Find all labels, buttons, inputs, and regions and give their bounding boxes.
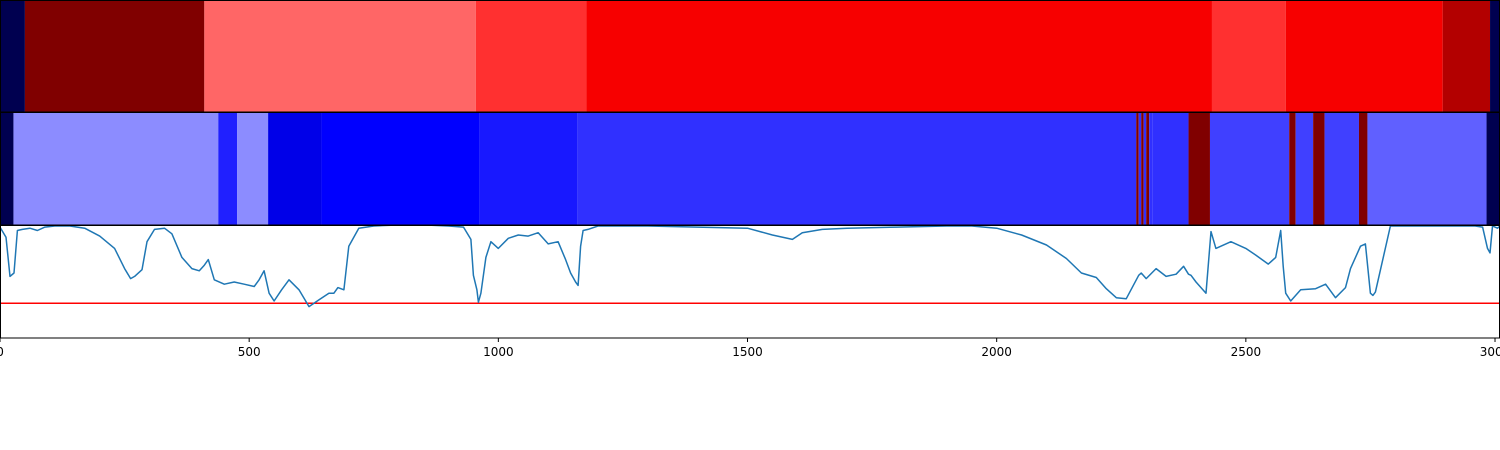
heatmap-cell: [1324, 113, 1359, 225]
line-plot: [0, 225, 1500, 339]
heatmap-cell: [268, 113, 322, 225]
heatmap-cell: [1486, 113, 1500, 225]
plot-background: [0, 226, 1500, 338]
x-tick-label: 2500: [1231, 345, 1262, 359]
x-tick-label: 1500: [732, 345, 763, 359]
x-tick-label: 0: [0, 345, 4, 359]
heatmap-cell: [0, 1, 25, 112]
x-tick-label: 3000: [1480, 345, 1500, 359]
heatmap-cell: [479, 113, 578, 225]
heatmap-cell: [218, 113, 238, 225]
heatmap-cell: [1367, 113, 1487, 225]
heatmap-cell: [577, 113, 1137, 225]
heatmap-cell: [1141, 113, 1144, 225]
heatmap-cell: [1138, 113, 1142, 225]
x-axis: 0 500 1000 1500 2000 2500 3000: [0, 338, 1500, 359]
heatmap-cell: [1188, 113, 1210, 225]
heatmap-cell: [24, 1, 205, 112]
heatmap-cell: [1285, 1, 1443, 112]
heatmap-cell: [1211, 1, 1286, 112]
heatmap-cell: [1295, 113, 1314, 225]
heatmap-cell: [0, 113, 14, 225]
heatmap-cell: [1442, 1, 1491, 112]
series-line: [0, 226, 1500, 308]
heatmap-cell: [237, 113, 269, 225]
heatmap-cell: [1143, 113, 1147, 225]
heatmap-cell: [204, 1, 476, 112]
heatmap-cell: [13, 113, 219, 225]
heatmap-cell: [321, 113, 480, 225]
heatmap-cell: [1209, 113, 1290, 225]
heatmap-middle: [0, 112, 1500, 226]
heatmap-cell: [1152, 113, 1189, 225]
heatmap-cell: [475, 1, 587, 112]
heatmap-cell: [1313, 113, 1325, 225]
heatmap-top: [0, 0, 1500, 113]
heatmap-cell: [1358, 113, 1368, 225]
heatmap-cell: [1149, 113, 1153, 225]
heatmap-cell: [1146, 113, 1150, 225]
x-tick-label: 500: [238, 345, 261, 359]
heatmap-cell: [1490, 1, 1500, 112]
x-tick-label: 1000: [483, 345, 514, 359]
heatmap-cell: [1289, 113, 1296, 225]
heatmap-cell: [586, 1, 1212, 112]
x-tick-label: 2000: [981, 345, 1012, 359]
heatmap-cell: [1136, 113, 1139, 225]
